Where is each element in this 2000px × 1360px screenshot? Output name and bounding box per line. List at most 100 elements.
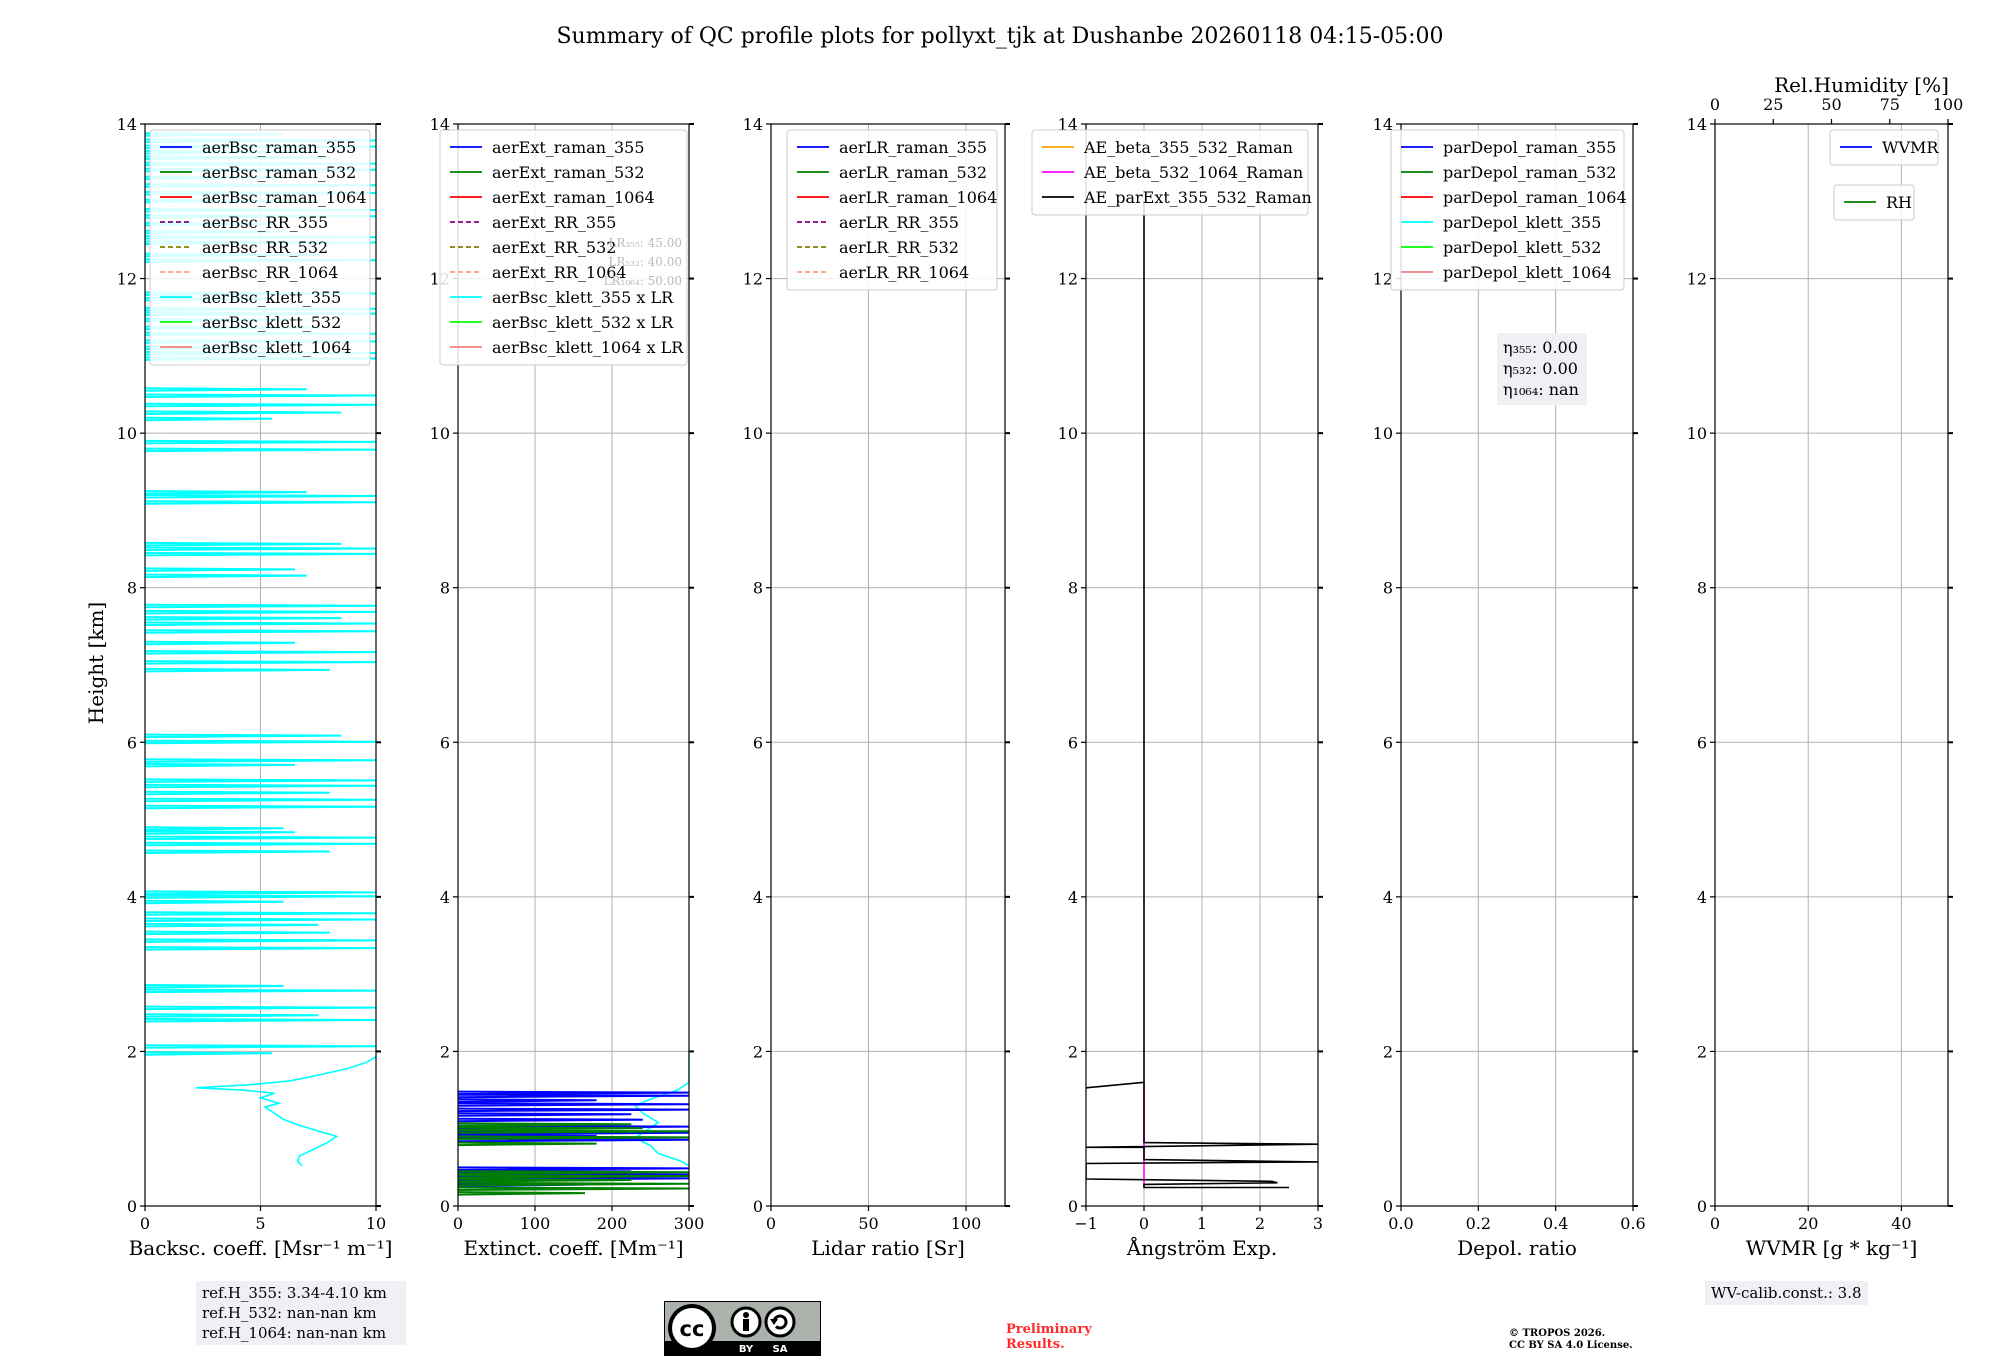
xtick-label-lr-2: 100 <box>951 1214 982 1233</box>
legend-label-ext-8: aerBsc_klett_1064 x LR <box>492 338 684 357</box>
xlabel-lr: Lidar ratio [Sr] <box>811 1236 965 1260</box>
legend-label-depol-1: parDepol_raman_532 <box>1443 163 1616 182</box>
annotation-depol-1: η₅₃₂: 0.00 <box>1503 359 1578 378</box>
legend-label-ext-3: aerExt_RR_355 <box>492 213 616 232</box>
legend-wv-2: RH <box>1833 184 1915 221</box>
wv-calib-const: WV-calib.const.: 3.8 <box>1711 1284 1862 1302</box>
xlabel-ext: Extinct. coeff. [Mm⁻¹] <box>463 1236 683 1260</box>
ytick-label-bsc-3: 6 <box>127 733 137 752</box>
spike-bsc-1-34 <box>145 629 376 634</box>
spike-ext-2-0 <box>458 1191 586 1196</box>
xtick-label-ext-0: 0 <box>453 1214 463 1233</box>
spike-bsc-1-10 <box>145 922 319 928</box>
xtick-label-depol-3: 0.6 <box>1620 1214 1645 1233</box>
legend-label-bsc-4: aerBsc_RR_532 <box>202 238 328 257</box>
xtick-label-ext-3: 300 <box>674 1214 705 1233</box>
ytick-label-depol-5: 10 <box>1373 424 1393 443</box>
spike-bsc-1-15 <box>145 890 376 895</box>
spike-ext-1-10 <box>458 1112 632 1117</box>
legend-box-bsc <box>149 129 371 366</box>
frame-depol <box>1400 123 1634 1207</box>
spike-bsc-1-38 <box>145 603 376 609</box>
legend-label-bsc-3: aerBsc_RR_355 <box>202 213 328 232</box>
spike-bsc-1-37 <box>145 609 376 615</box>
ytick-label-ae-4: 8 <box>1068 579 1078 598</box>
top-xtick-label-wv-4: 100 <box>1933 95 1964 114</box>
spike-bsc-1-53 <box>145 387 307 392</box>
panel-depol: 0.0 0.2 0.4 0.6 0 2 4 6 8 10 12 14 Depol. ratio parDe… <box>1373 115 1646 1260</box>
ytick-label-depol-3: 6 <box>1383 733 1393 752</box>
frame-ext <box>457 123 690 1207</box>
figure-title: Summary of QC profile plots for pollyxt_… <box>556 24 1443 49</box>
legend-ae: AE_beta_355_532_Raman AE_beta_532_1064_Ra… <box>1031 129 1312 216</box>
legend-label-ext-4: aerExt_RR_532 <box>492 238 616 257</box>
xtick-label-ae-2: 1 <box>1197 1214 1207 1233</box>
legend-label-ae-2: AE_parExt_355_532_Raman <box>1083 188 1312 207</box>
spike-bsc-1-30 <box>145 667 330 673</box>
legend-label-depol-2: parDepol_raman_1064 <box>1443 188 1627 207</box>
ref-height-532: ref.H_532: nan-nan km <box>202 1304 377 1322</box>
spike-ext-1-15 <box>458 1090 689 1096</box>
ytick-label-ext-4: 8 <box>440 579 450 598</box>
spike-ext-2-3 <box>458 1178 632 1183</box>
spike-bsc-1-9 <box>145 930 330 936</box>
data-ae <box>1086 201 1318 1189</box>
legend-box-lr <box>786 129 998 291</box>
spike-bsc-1-39 <box>145 573 307 579</box>
ytick-label-wv-5: 10 <box>1687 424 1707 443</box>
spike-ext-2-10 <box>458 1122 632 1127</box>
spike-bsc-1-44 <box>145 500 376 505</box>
ytick-label-wv-4: 8 <box>1697 579 1707 598</box>
legend-label-bsc-1: aerBsc_raman_532 <box>202 163 356 182</box>
spike-bsc-1-29 <box>145 733 342 739</box>
legend-label-bsc-8: aerBsc_klett_1064 <box>202 338 351 357</box>
spike-bsc-1-32 <box>145 650 376 655</box>
spike-bsc-1-13 <box>145 899 284 905</box>
legend-box-wv <box>1829 129 1939 166</box>
xtick-label-ae-3: 2 <box>1255 1214 1265 1233</box>
spike-bsc-1-48 <box>145 439 376 445</box>
ytick-label-depol-7: 14 <box>1373 115 1393 134</box>
copyright-line-2: CC BY SA 4.0 License. <box>1509 1340 1633 1351</box>
xtick-label-ae-1: 0 <box>1139 1214 1149 1233</box>
ytick-label-ae-7: 14 <box>1058 115 1078 134</box>
ytick-label-bsc-4: 8 <box>127 579 137 598</box>
spike-bsc-1-35 <box>145 621 376 626</box>
legend-label-ext-1: aerExt_raman_532 <box>492 163 645 182</box>
legend-lr: aerLR_raman_355 aerLR_raman_532 aerLR_rama… <box>786 129 998 291</box>
spike-ext-2-4 <box>458 1174 689 1179</box>
xtick-label-ae-0: −1 <box>1074 1214 1098 1233</box>
spike-bsc-1-45 <box>145 494 376 499</box>
legend-label-ext-6: aerBsc_klett_355 x LR <box>492 288 674 307</box>
legend-label-depol-0: parDepol_raman_355 <box>1443 138 1616 157</box>
xtick-label-lr-1: 50 <box>858 1214 878 1233</box>
spike-bsc-1-1 <box>145 1044 376 1049</box>
spike-bsc-1-2 <box>145 1018 376 1023</box>
ytick-label-lr-3: 6 <box>753 733 763 752</box>
spike-bsc-1-8 <box>145 938 376 943</box>
legend-box-depol <box>1390 129 1625 291</box>
ytick-label-depol-6: 12 <box>1373 270 1393 289</box>
legend-label-ext-2: aerExt_raman_1064 <box>492 188 655 207</box>
xtick-label-depol-1: 0.2 <box>1466 1214 1491 1233</box>
spike-bsc-1-33 <box>145 640 296 646</box>
ytick-label-ext-0: 0 <box>440 1197 450 1216</box>
ytick-label-depol-1: 2 <box>1383 1042 1393 1061</box>
panel-wv: 0 20 40 0 2 4 6 8 10 12 14 WVMR [g * kg⁻¹] 0 25 50 75 10… <box>1687 73 1964 1260</box>
spike-bsc-1-21 <box>145 804 376 810</box>
spike-bsc-1-41 <box>145 551 376 557</box>
spike-ext-2-5 <box>458 1170 689 1175</box>
spike-bsc-1-22 <box>145 797 376 803</box>
ytick-label-lr-0: 0 <box>753 1197 763 1216</box>
spike-bsc-1-26 <box>145 762 296 768</box>
legend-depol: parDepol_raman_355 parDepol_raman_532 parD… <box>1390 129 1627 291</box>
spike-bsc-1-19 <box>145 830 296 835</box>
preliminary-line-2: Results. <box>1006 1337 1065 1352</box>
xlabel-depol: Depol. ratio <box>1457 1236 1577 1260</box>
spike-bsc-1-3 <box>145 1013 319 1018</box>
legend-label-ae-1: AE_beta_532_1064_Raman <box>1083 163 1303 182</box>
legend-label-ext-0: aerExt_raman_355 <box>492 138 645 157</box>
spike-ext-1-12 <box>458 1102 689 1107</box>
legend-label-lr-3: aerLR_RR_355 <box>839 213 959 232</box>
spike-bsc-1-51 <box>145 402 376 408</box>
